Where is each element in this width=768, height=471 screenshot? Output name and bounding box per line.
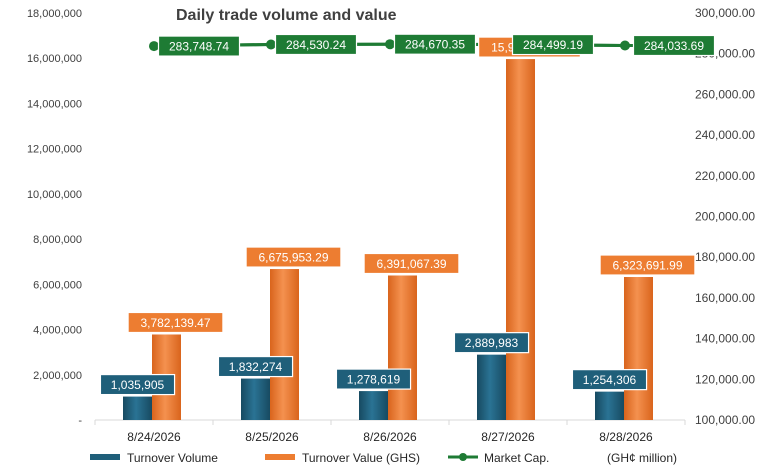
- category-label: 8/28/2026: [599, 430, 653, 444]
- left-axis-tick-label: 4,000,000: [33, 325, 82, 337]
- category-label: 8/25/2026: [245, 430, 299, 444]
- label-market-cap-box: [393, 33, 477, 55]
- legend-swatch-turnover-value: [265, 454, 295, 460]
- label-turnover-value-box: [599, 254, 696, 276]
- bars-layer: [123, 59, 653, 421]
- bar-turnover-volume: [595, 391, 624, 420]
- label-market-cap-text: 284,670.35: [405, 38, 465, 52]
- right-axis-tick-label: 180,000.00: [695, 250, 755, 264]
- label-turnover-value-text: 3,782,139.47: [140, 316, 210, 330]
- label-turnover-value-box: [363, 252, 460, 275]
- category-label: 8/24/2026: [127, 430, 181, 444]
- axes-layer: - 2,000,000 4,000,000 6,000,000 8,000,000 10,…: [27, 6, 755, 444]
- label-market-cap-text: 284,499.19: [523, 38, 583, 52]
- right-axis-tick-label: 240,000.00: [695, 128, 755, 142]
- left-axis-tick-label: 6,000,000: [33, 279, 82, 291]
- bar-turnover-value: [270, 269, 299, 420]
- label-turnover-value-text: 6,323,691.99: [612, 259, 682, 273]
- label-turnover-value-box: [127, 311, 224, 334]
- labels-layer: 1,035,905 3,782,139.47 1,832,274 6,675,953.…: [99, 33, 716, 396]
- label-turnover-value-text: 6,391,067.39: [376, 257, 446, 271]
- right-axis-tick-label: 260,000.00: [695, 87, 755, 101]
- left-axis-tick-label: -: [78, 415, 82, 427]
- bar-turnover-value: [506, 59, 535, 421]
- chart-title: Daily trade volume and value: [176, 7, 397, 24]
- label-market-cap: 284,033.69: [632, 34, 716, 57]
- label-turnover-value-box: [245, 246, 342, 268]
- label-turnover-volume: 1,278,619: [335, 368, 412, 390]
- marker-market-cap: [620, 40, 630, 51]
- bar-turnover-value: [624, 277, 653, 420]
- label-market-cap: 284,670.35: [393, 33, 477, 55]
- legend-note-unit: (GH¢ million): [607, 451, 677, 465]
- label-turnover-volume-box: [453, 332, 530, 354]
- marker-market-cap: [149, 41, 159, 52]
- bar-turnover-volume: [359, 391, 388, 420]
- right-axis-tick-label: 200,000.00: [695, 210, 755, 224]
- label-market-cap-box: [274, 33, 358, 56]
- label-market-cap-text: 283,748.74: [169, 40, 229, 54]
- label-turnover-volume-text: 1,832,274: [229, 360, 283, 374]
- legend-layer: Turnover Volume Turnover Value (GHS) Marke…: [90, 451, 677, 465]
- label-market-cap-box: [632, 34, 716, 57]
- right-axis-tick-label: 100,000.00: [695, 413, 755, 427]
- left-axis-tick-label: 16,000,000: [27, 53, 82, 65]
- label-turnover-volume-text: 1,254,306: [583, 373, 637, 387]
- label-turnover-value-text: 6,675,953.29: [258, 251, 328, 265]
- label-turnover-value: 6,391,067.39: [363, 252, 460, 275]
- label-turnover-volume-box: [99, 373, 176, 396]
- legend-label-turnover-value: Turnover Value (GHS): [302, 451, 420, 465]
- left-axis-tick-label: 8,000,000: [33, 234, 82, 246]
- category-label: 8/27/2026: [481, 430, 535, 444]
- bar-turnover-volume: [241, 378, 270, 420]
- label-turnover-volume: 1,254,306: [571, 369, 648, 391]
- right-axis-tick-label: 300,000.00: [695, 6, 755, 20]
- label-market-cap-box: [511, 33, 595, 56]
- label-turnover-volume: 2,889,983: [453, 332, 530, 354]
- marker-market-cap: [385, 39, 395, 50]
- right-axis-tick-label: 140,000.00: [695, 332, 755, 346]
- bar-turnover-volume: [123, 396, 152, 420]
- right-axis-tick-label: 220,000.00: [695, 169, 755, 183]
- right-axis-tick-label: 120,000.00: [695, 372, 755, 386]
- label-market-cap-box: [157, 35, 241, 57]
- label-turnover-value: 6,675,953.29: [245, 246, 342, 268]
- left-axis-tick-label: 18,000,000: [27, 8, 82, 20]
- label-turnover-volume-text: 1,278,619: [347, 373, 401, 387]
- label-market-cap: 283,748.74: [157, 35, 241, 57]
- legend-label-market-cap: Market Cap.: [484, 451, 549, 465]
- legend-label-turnover-volume: Turnover Volume: [127, 451, 218, 465]
- label-market-cap: 284,530.24: [274, 33, 358, 56]
- marker-market-cap: [266, 39, 276, 50]
- label-market-cap-text: 284,033.69: [644, 39, 704, 53]
- legend-swatch-market-cap-marker: [459, 453, 467, 461]
- label-market-cap-text: 284,530.24: [286, 38, 346, 52]
- bar-turnover-value: [388, 275, 417, 420]
- label-turnover-volume: 1,035,905: [99, 373, 176, 396]
- legend-swatch-turnover-volume: [90, 454, 120, 460]
- label-turnover-value: 3,782,139.47: [127, 311, 224, 334]
- right-axis-tick-label: 160,000.00: [695, 291, 755, 305]
- bar-turnover-volume: [477, 354, 506, 420]
- label-turnover-volume-box: [335, 368, 412, 390]
- left-axis-tick-label: 10,000,000: [27, 189, 82, 201]
- category-label: 8/26/2026: [363, 430, 417, 444]
- label-turnover-volume-text: 2,889,983: [465, 336, 519, 350]
- label-turnover-volume: 1,832,274: [217, 355, 294, 378]
- left-axis-tick-label: 2,000,000: [33, 370, 82, 382]
- label-turnover-volume-text: 1,035,905: [111, 378, 165, 392]
- label-turnover-volume-box: [217, 355, 294, 378]
- left-axis-tick-label: 14,000,000: [27, 98, 82, 110]
- left-axis-tick-label: 12,000,000: [27, 144, 82, 156]
- label-turnover-volume-box: [571, 369, 648, 391]
- label-market-cap: 284,499.19: [511, 33, 595, 56]
- label-turnover-value: 6,323,691.99: [599, 254, 696, 276]
